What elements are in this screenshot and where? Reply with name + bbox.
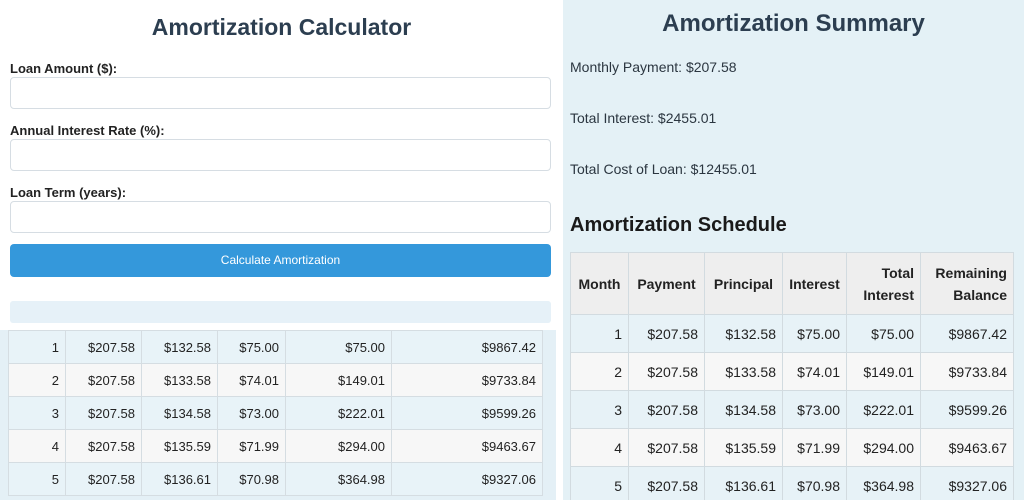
total-interest-cell: $294.00 <box>285 429 392 463</box>
total-cost-text: Total Cost of Loan: $12455.01 <box>570 161 757 177</box>
total-interest-cell: $149.01 <box>846 352 921 391</box>
interest-cell: $71.99 <box>217 429 286 463</box>
table-row: 1 $207.58 $132.58 $75.00 $75.00 $9867.42 <box>8 330 543 364</box>
payment-cell: $207.58 <box>65 363 142 397</box>
calculator-title: Amortization Calculator <box>151 14 412 40</box>
table-row: 4 $207.58 $135.59 $71.99 $294.00 $9463.6… <box>570 428 1014 467</box>
table-row: 5 $207.58 $136.61 $70.98 $364.98 $9327.0… <box>8 462 543 496</box>
principal-cell: $133.58 <box>141 363 218 397</box>
monthly-payment-text: Monthly Payment: $207.58 <box>570 59 737 75</box>
month-cell: 4 <box>570 428 629 467</box>
month-cell: 1 <box>570 314 629 353</box>
payment-cell: $207.58 <box>628 466 705 500</box>
payment-cell: $207.58 <box>628 428 705 467</box>
principal-cell: $134.58 <box>704 390 783 429</box>
table-row: 4 $207.58 $135.59 $71.99 $294.00 $9463.6… <box>8 429 543 463</box>
total-interest-cell: $222.01 <box>285 396 392 430</box>
remaining-balance-cell: $9327.06 <box>391 462 543 496</box>
month-cell: 2 <box>570 352 629 391</box>
result-strip <box>10 301 551 323</box>
header-total-interest: Total Interest <box>846 252 921 315</box>
table-row: 1 $207.58 $132.58 $75.00 $75.00 $9867.42 <box>570 314 1014 353</box>
header-payment: Payment <box>628 252 705 315</box>
principal-cell: $136.61 <box>141 462 218 496</box>
interest-cell: $73.00 <box>782 390 847 429</box>
total-interest-cell: $149.01 <box>285 363 392 397</box>
principal-cell: $132.58 <box>704 314 783 353</box>
total-interest-cell: $222.01 <box>846 390 921 429</box>
left-schedule-grid: 1 $207.58 $132.58 $75.00 $75.00 $9867.42… <box>8 330 543 496</box>
table-header-row: Month Payment Principal Interest Total I… <box>570 252 1014 315</box>
remaining-balance-cell: $9599.26 <box>920 390 1014 429</box>
remaining-balance-cell: $9463.67 <box>391 429 543 463</box>
interest-cell: $71.99 <box>782 428 847 467</box>
schedule-grid: Month Payment Principal Interest Total I… <box>570 252 1014 500</box>
remaining-balance-cell: $9327.06 <box>920 466 1014 500</box>
interest-rate-label: Annual Interest Rate (%): <box>10 123 165 138</box>
principal-cell: $135.59 <box>704 428 783 467</box>
principal-cell: $135.59 <box>141 429 218 463</box>
interest-cell: $70.98 <box>217 462 286 496</box>
remaining-balance-cell: $9599.26 <box>391 396 543 430</box>
table-row: 3 $207.58 $134.58 $73.00 $222.01 $9599.2… <box>8 396 543 430</box>
loan-term-label: Loan Term (years): <box>10 185 127 200</box>
table-row: 5 $207.58 $136.61 $70.98 $364.98 $9327.0… <box>570 466 1014 500</box>
payment-cell: $207.58 <box>628 390 705 429</box>
header-remaining-balance: Remaining Balance <box>920 252 1014 315</box>
total-interest-cell: $75.00 <box>846 314 921 353</box>
table-row: 3 $207.58 $134.58 $73.00 $222.01 $9599.2… <box>570 390 1014 429</box>
left-schedule-table[interactable]: 1 $207.58 $132.58 $75.00 $75.00 $9867.42… <box>0 330 556 500</box>
header-principal: Principal <box>704 252 783 315</box>
payment-cell: $207.58 <box>65 396 142 430</box>
month-cell: 5 <box>8 462 66 496</box>
header-month: Month <box>570 252 629 315</box>
summary-title: Amortization Summary <box>662 10 925 37</box>
principal-cell: $134.58 <box>141 396 218 430</box>
month-cell: 1 <box>8 330 66 364</box>
principal-cell: $136.61 <box>704 466 783 500</box>
month-cell: 5 <box>570 466 629 500</box>
remaining-balance-cell: $9867.42 <box>920 314 1014 353</box>
calculate-button[interactable]: Calculate Amortization <box>10 244 551 277</box>
schedule-table[interactable]: Month Payment Principal Interest Total I… <box>570 252 1024 500</box>
loan-term-input[interactable] <box>10 201 551 233</box>
principal-cell: $132.58 <box>141 330 218 364</box>
loan-amount-input[interactable] <box>10 77 551 109</box>
calculator-panel: Amortization Calculator Loan Amount ($):… <box>0 14 556 500</box>
payment-cell: $207.58 <box>628 314 705 353</box>
payment-cell: $207.58 <box>65 462 142 496</box>
table-row: 2 $207.58 $133.58 $74.01 $149.01 $9733.8… <box>570 352 1014 391</box>
header-interest: Interest <box>782 252 847 315</box>
interest-cell: $74.01 <box>217 363 286 397</box>
total-interest-cell: $364.98 <box>846 466 921 500</box>
total-interest-text: Total Interest: $2455.01 <box>570 110 717 126</box>
month-cell: 2 <box>8 363 66 397</box>
interest-cell: $75.00 <box>217 330 286 364</box>
summary-panel: Amortization Summary Monthly Payment: $2… <box>563 0 1024 500</box>
month-cell: 3 <box>570 390 629 429</box>
interest-rate-input[interactable] <box>10 139 551 171</box>
total-interest-cell: $294.00 <box>846 428 921 467</box>
interest-cell: $70.98 <box>782 466 847 500</box>
total-interest-cell: $364.98 <box>285 462 392 496</box>
interest-cell: $73.00 <box>217 396 286 430</box>
payment-cell: $207.58 <box>65 330 142 364</box>
month-cell: 3 <box>8 396 66 430</box>
month-cell: 4 <box>8 429 66 463</box>
remaining-balance-cell: $9733.84 <box>920 352 1014 391</box>
table-row: 2 $207.58 $133.58 $74.01 $149.01 $9733.8… <box>8 363 543 397</box>
schedule-title: Amortization Schedule <box>570 214 787 236</box>
interest-cell: $74.01 <box>782 352 847 391</box>
remaining-balance-cell: $9463.67 <box>920 428 1014 467</box>
remaining-balance-cell: $9867.42 <box>391 330 543 364</box>
loan-amount-label: Loan Amount ($): <box>10 61 118 76</box>
payment-cell: $207.58 <box>65 429 142 463</box>
principal-cell: $133.58 <box>704 352 783 391</box>
interest-cell: $75.00 <box>782 314 847 353</box>
payment-cell: $207.58 <box>628 352 705 391</box>
remaining-balance-cell: $9733.84 <box>391 363 543 397</box>
total-interest-cell: $75.00 <box>285 330 392 364</box>
